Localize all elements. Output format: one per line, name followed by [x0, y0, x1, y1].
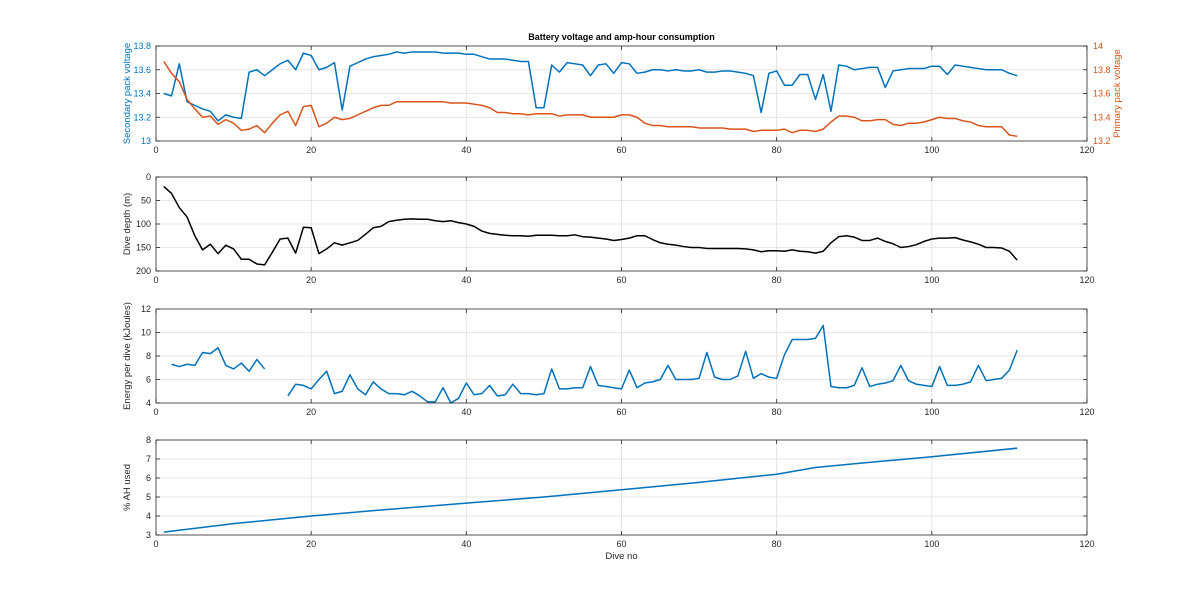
x-tick-label: 20 [306, 145, 316, 155]
y-tick-label: 50 [141, 196, 151, 206]
voltage-panel: 0 20 40 60 80 100 120 13 13.2 13.4 13.6 13.8 13.2 13.… [122, 32, 1123, 155]
x-axis-label: Dive no [605, 551, 637, 562]
y-tick-label: 8 [146, 351, 151, 361]
y-tick-label: 6 [146, 375, 151, 385]
x-tick-label: 0 [153, 145, 158, 155]
series-line [163, 185, 1018, 266]
x-tick-label: 120 [1079, 407, 1094, 417]
x-tick-label: 80 [772, 145, 782, 155]
y-tick-label: 13 [141, 136, 151, 146]
x-tick-label: 60 [616, 145, 626, 155]
y-tick-label: 13.6 [133, 65, 151, 75]
right-y-tick-label: 13.2 [1093, 136, 1111, 146]
right-y-tick-label: 13.4 [1093, 112, 1111, 122]
y-tick-label: 4 [146, 398, 151, 408]
series-line [163, 447, 1018, 533]
x-tick-label: 0 [153, 275, 158, 285]
x-tick-label: 80 [772, 407, 782, 417]
x-tick-label: 120 [1079, 145, 1094, 155]
chart-title: Battery voltage and amp-hour consumption [528, 32, 715, 42]
x-tick-label: 40 [461, 539, 471, 549]
x-tick-label: 20 [306, 539, 316, 549]
x-tick-label: 80 [772, 539, 782, 549]
x-tick-label: 60 [616, 275, 626, 285]
series-line [287, 324, 1018, 404]
right-y-tick-label: 13.8 [1093, 65, 1111, 75]
y-axis-label: % AH used [122, 464, 133, 511]
x-tick-label: 80 [772, 275, 782, 285]
x-tick-label: 100 [924, 539, 939, 549]
x-tick-label: 100 [924, 407, 939, 417]
y-tick-label: 150 [136, 243, 151, 253]
y-tick-label: 13.2 [133, 112, 151, 122]
x-tick-label: 40 [461, 275, 471, 285]
series-line [171, 347, 266, 373]
x-tick-label: 100 [924, 275, 939, 285]
y-tick-label: 13.4 [133, 89, 151, 99]
x-tick-label: 60 [616, 539, 626, 549]
right-y-tick-label: 14 [1093, 41, 1103, 51]
amp-hour-panel: 0 20 40 60 80 100 120 3 4 5 6 7 8 % AH used Dive no [122, 435, 1095, 562]
y-tick-label: 200 [136, 266, 151, 276]
x-tick-label: 0 [153, 407, 158, 417]
y-axis-label: Secondary pack voltage [122, 43, 133, 144]
y-tick-label: 4 [146, 511, 151, 521]
right-y-tick-label: 13.6 [1093, 89, 1111, 99]
x-tick-label: 20 [306, 407, 316, 417]
y-tick-label: 10 [141, 328, 151, 338]
primary-voltage-line [163, 61, 1018, 137]
x-tick-label: 0 [153, 539, 158, 549]
energy-panel: 0 20 40 60 80 100 120 4 6 8 10 12 Energy per dive (… [122, 302, 1095, 417]
y-tick-label: 7 [146, 454, 151, 464]
y-tick-label: 5 [146, 492, 151, 502]
y-axis-label: Energy per dive (kJoules) [122, 302, 133, 410]
x-tick-label: 120 [1079, 275, 1094, 285]
y-axis-label: Dive depth (m) [122, 193, 133, 255]
secondary-voltage-line [163, 51, 1018, 122]
x-tick-label: 40 [461, 407, 471, 417]
y-tick-label: 6 [146, 473, 151, 483]
x-tick-label: 120 [1079, 539, 1094, 549]
depth-panel: 0 20 40 60 80 100 120 0 50 100 150 200 Dive depth (… [122, 172, 1095, 285]
y-tick-label: 8 [146, 435, 151, 445]
x-tick-label: 20 [306, 275, 316, 285]
y-tick-label: 13.8 [133, 41, 151, 51]
right-y-axis-label: Primary pack voltage [1112, 49, 1123, 138]
y-tick-label: 12 [141, 304, 151, 314]
y-tick-label: 0 [146, 172, 151, 182]
x-tick-label: 60 [616, 407, 626, 417]
x-tick-label: 100 [924, 145, 939, 155]
y-tick-label: 100 [136, 219, 151, 229]
y-tick-label: 3 [146, 530, 151, 540]
x-tick-label: 40 [461, 145, 471, 155]
